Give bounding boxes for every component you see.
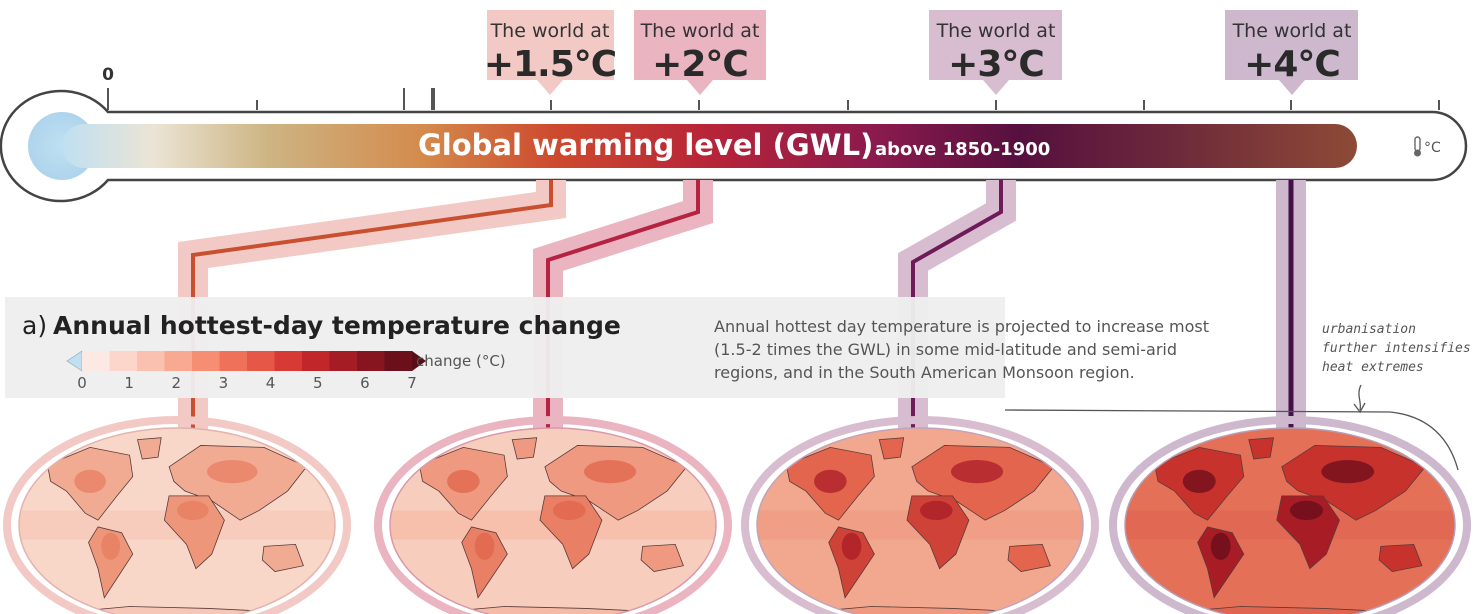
legend-tick-label: 3	[219, 374, 229, 392]
level-tag-caption: The world at	[1232, 20, 1352, 42]
hotspot	[207, 460, 258, 484]
continent-south-america	[461, 526, 508, 599]
level-tag-3: The world at +3°C	[929, 10, 1062, 95]
level-tag-2: The world at +2°C	[634, 10, 766, 95]
panel-title: Annual hottest-day temperature change	[53, 311, 621, 340]
legend-label: change (°C)	[416, 352, 506, 370]
continent-australia	[1378, 543, 1423, 572]
hotspot	[920, 500, 953, 521]
description-line-1: Annual hottest day temperature is projec…	[714, 317, 1209, 336]
legend-swatch	[357, 351, 385, 371]
level-tag-caption: The world at	[490, 20, 610, 42]
continent-australia	[640, 543, 684, 572]
legend-swatch	[164, 351, 193, 371]
legend-swatch	[219, 351, 248, 371]
continent-greenland	[137, 437, 162, 460]
hotspot	[583, 460, 637, 484]
thermometer-icon	[1414, 136, 1421, 157]
urban-bracket	[1004, 409, 1459, 471]
gwl-bar-title: Global warming level (GWL)	[418, 128, 873, 162]
legend-tick-label: 1	[124, 374, 134, 392]
note-line-1: urbanisation	[1322, 322, 1416, 337]
map-3	[741, 416, 1099, 614]
note-line-3: heat extremes	[1322, 360, 1424, 375]
legend-tick-label: 6	[360, 374, 370, 392]
legend-swatch	[137, 351, 165, 371]
gwl-gradient-bar	[62, 124, 1357, 168]
hotspot	[1210, 532, 1231, 560]
level-tag-1-5: The world at +1.5°C	[484, 10, 617, 95]
continent-south-america	[88, 526, 134, 599]
level-tag-value: +3°C	[948, 44, 1044, 85]
legend-swatch	[109, 351, 138, 371]
legend-tick-label: 7	[407, 374, 417, 392]
legend-swatch	[384, 351, 413, 371]
map-4	[1109, 416, 1471, 614]
legend-swatch	[302, 351, 330, 371]
description-line-3: regions, and in the South American Monso…	[714, 363, 1135, 382]
scale-ruler	[107, 88, 1440, 110]
hotspot	[1290, 500, 1323, 521]
hotspot	[447, 469, 480, 493]
continent-australia	[1007, 543, 1051, 572]
level-tag-value: +2°C	[652, 44, 748, 85]
level-tag-caption: The world at	[936, 20, 1056, 42]
level-tag-value: +1.5°C	[484, 44, 616, 85]
hotspot	[553, 500, 586, 521]
map-2	[374, 416, 732, 614]
level-tag-caption: The world at	[640, 20, 760, 42]
hotspot	[474, 532, 495, 560]
continent-south-america	[828, 526, 875, 599]
continent-greenland	[878, 437, 905, 460]
hotspot	[814, 469, 847, 493]
color-legend: 0 1 2 3 4 5 6 7	[66, 350, 426, 392]
scale-zero-label: 0	[102, 65, 114, 85]
map-1-5	[3, 416, 351, 614]
legend-swatch	[82, 351, 110, 371]
gwl-bar-subtitle: above 1850-1900	[875, 139, 1050, 160]
continent-greenland	[511, 437, 538, 460]
note-arrow-icon	[1358, 384, 1362, 411]
hotspot	[950, 460, 1004, 484]
panel-prefix: a)	[22, 311, 47, 340]
continent-greenland	[1248, 437, 1274, 460]
level-tag-value: +4°C	[1244, 44, 1340, 85]
unit-label: °C	[1424, 140, 1441, 156]
legend-tick-label: 5	[313, 374, 323, 392]
hotspot	[74, 469, 106, 493]
legend-swatch	[274, 351, 303, 371]
hotspot	[177, 500, 209, 521]
legend-high-arrow-icon	[412, 351, 426, 371]
legend-tick-label: 4	[266, 374, 276, 392]
hotspot	[101, 532, 121, 560]
legend-swatch	[192, 351, 220, 371]
legend-swatch	[247, 351, 275, 371]
hotspot	[841, 532, 862, 560]
note-line-2: further intensifies	[1322, 341, 1471, 356]
legend-tick-label: 2	[172, 374, 182, 392]
hotspot	[1182, 469, 1216, 493]
thermometer: Global warming level (GWL) above 1850-19…	[0, 89, 1468, 203]
description-line-2: (1.5-2 times the GWL) in some mid-latitu…	[714, 340, 1177, 359]
hotspot	[1321, 460, 1375, 484]
continent-australia	[261, 543, 304, 572]
legend-swatch	[329, 351, 358, 371]
legend-tick-label: 0	[77, 374, 87, 392]
level-tag-4: The world at +4°C	[1225, 10, 1358, 95]
continent-south-america	[1197, 526, 1245, 599]
panel-header-band	[5, 297, 1005, 398]
